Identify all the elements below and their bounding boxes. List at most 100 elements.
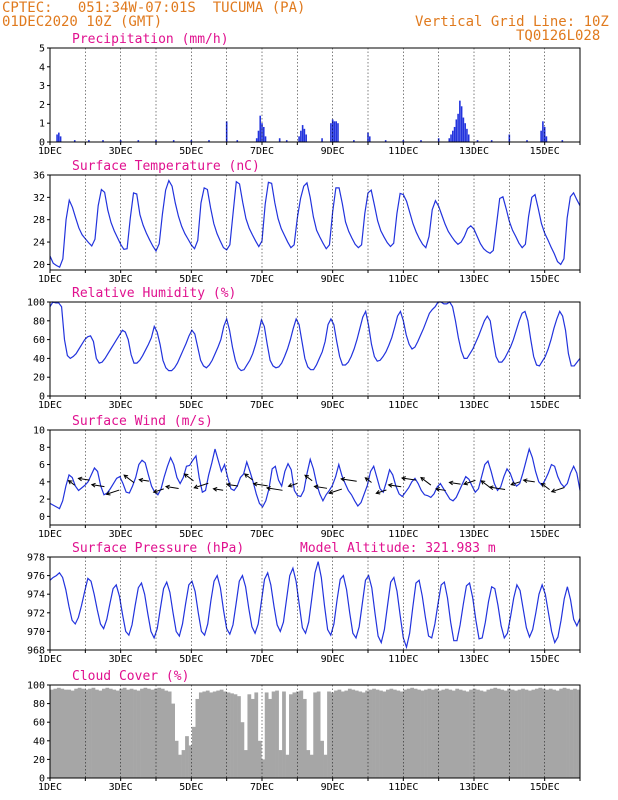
cloud-bar	[559, 688, 563, 778]
cloud-bar	[50, 689, 54, 778]
precip-bar	[462, 117, 465, 142]
cloud-bar	[167, 691, 172, 778]
cloud-bar	[427, 688, 432, 778]
x-tick-label: 9DEC	[321, 654, 345, 665]
y-tick-label: 976	[27, 571, 45, 582]
wind-arrow	[183, 473, 194, 482]
cloud-bar	[476, 689, 480, 778]
x-tick-label: 3DEC	[109, 274, 133, 285]
cloud-bar	[247, 694, 252, 778]
wind-arrow	[138, 477, 150, 483]
x-tick-label: 13DEC	[459, 654, 489, 665]
cloud-bar	[205, 690, 210, 778]
cloud-bar	[70, 690, 75, 778]
cloud-bar	[146, 688, 151, 778]
temp-line	[49, 179, 581, 269]
y-tick-label: 5	[39, 44, 45, 55]
x-tick-label: 5DEC	[179, 146, 203, 157]
cloud-bar	[219, 689, 224, 778]
x-tick-label: 11DEC	[388, 146, 418, 157]
cloud-bar	[216, 690, 221, 778]
cloud-bar	[185, 736, 189, 778]
wind-arrow	[364, 477, 372, 483]
cloud-bar	[514, 690, 518, 778]
date-header: 01DEC2020 10Z (GMT)	[2, 14, 163, 30]
precip-bar	[259, 115, 262, 142]
y-tick-label: 6	[39, 460, 45, 471]
y-tick-label: 20	[33, 373, 45, 384]
cloud-bar	[299, 690, 304, 778]
precip-bar	[155, 140, 157, 142]
x-tick-label: 13DEC	[459, 782, 489, 793]
cloud-bar	[354, 690, 359, 778]
cloud-bar	[372, 688, 376, 778]
plot-frame	[49, 684, 581, 779]
station-header: CPTEC: 051:34W-07:01S TUCUMA (PA)	[2, 0, 306, 16]
cloud-bar	[174, 740, 179, 778]
cloud-bar	[195, 698, 200, 778]
y-tick-label: 32	[33, 193, 45, 204]
cloud-bar	[63, 689, 68, 778]
x-tick-label: 15DEC	[530, 274, 560, 285]
cloud-bar	[119, 688, 124, 778]
precip-title: Precipitation (mm/h)	[72, 32, 229, 47]
cloud-bar	[541, 688, 546, 778]
precip-bar	[59, 136, 62, 142]
cloud-bar	[98, 690, 103, 778]
precip-bar	[331, 119, 334, 142]
temp-panel: 20 24 28 32 36 1DEC 3DEC 5DEC 7DEC 9DEC 11DEC 13DEC…	[33, 159, 581, 285]
cloud-bar	[261, 759, 266, 778]
cloud-bar	[534, 688, 539, 778]
y-tick-label: 4	[39, 477, 45, 488]
x-tick-label: 3DEC	[109, 782, 133, 793]
wind-arrow	[550, 487, 565, 493]
x-tick-label: 7DEC	[250, 782, 274, 793]
cloud-bar	[126, 689, 130, 778]
cloud-bar	[555, 690, 560, 778]
cloud-bar	[413, 688, 418, 778]
wind-arrow	[123, 474, 135, 484]
cloud-bar	[133, 689, 137, 778]
cloud-title: Cloud Cover (%)	[72, 669, 189, 684]
plot-frame	[49, 174, 581, 271]
precip-bar	[384, 140, 387, 142]
x-tick-label: 13DEC	[459, 400, 489, 411]
cloud-bar	[566, 688, 570, 778]
cloud-bar	[351, 689, 356, 778]
plot-frame	[49, 47, 581, 143]
precip-bar	[420, 140, 422, 142]
wind-arrow	[510, 481, 521, 486]
x-tick-label: 7DEC	[250, 654, 274, 665]
y-tick-label: 36	[33, 171, 45, 182]
x-tick-label: 11DEC	[388, 529, 418, 540]
cloud-bar	[496, 688, 501, 778]
wind-arrow	[522, 478, 535, 484]
cloud-bar	[164, 690, 169, 778]
cloud-bar	[268, 698, 272, 778]
precip-bar	[526, 140, 528, 142]
wind-arrow	[304, 474, 313, 482]
x-tick-label: 3DEC	[109, 400, 133, 411]
x-tick-label: 7DEC	[250, 400, 274, 411]
wind-arrow	[313, 484, 328, 490]
cloud-bar	[510, 689, 515, 778]
y-tick-label: 40	[33, 736, 45, 747]
precip-bar	[490, 140, 493, 142]
cloud-bar	[320, 740, 324, 778]
x-tick-label: 15DEC	[530, 400, 560, 411]
precip-bar	[119, 140, 122, 142]
cloud-bar	[108, 688, 113, 778]
x-tick-label: 5DEC	[179, 400, 203, 411]
cloud-bar	[503, 690, 508, 778]
precip-bar	[459, 100, 461, 142]
cloud-bar	[67, 689, 72, 778]
wind-arrow	[400, 476, 417, 481]
cloud-bar	[254, 692, 259, 778]
cloud-bar	[282, 691, 286, 778]
cloud-bar	[316, 691, 321, 778]
y-tick-label: 100	[27, 298, 45, 309]
cloud-bar	[469, 689, 473, 778]
x-tick-label: 1DEC	[38, 400, 62, 411]
cloud-bar	[562, 687, 567, 778]
y-tick-label: 20	[33, 755, 45, 766]
